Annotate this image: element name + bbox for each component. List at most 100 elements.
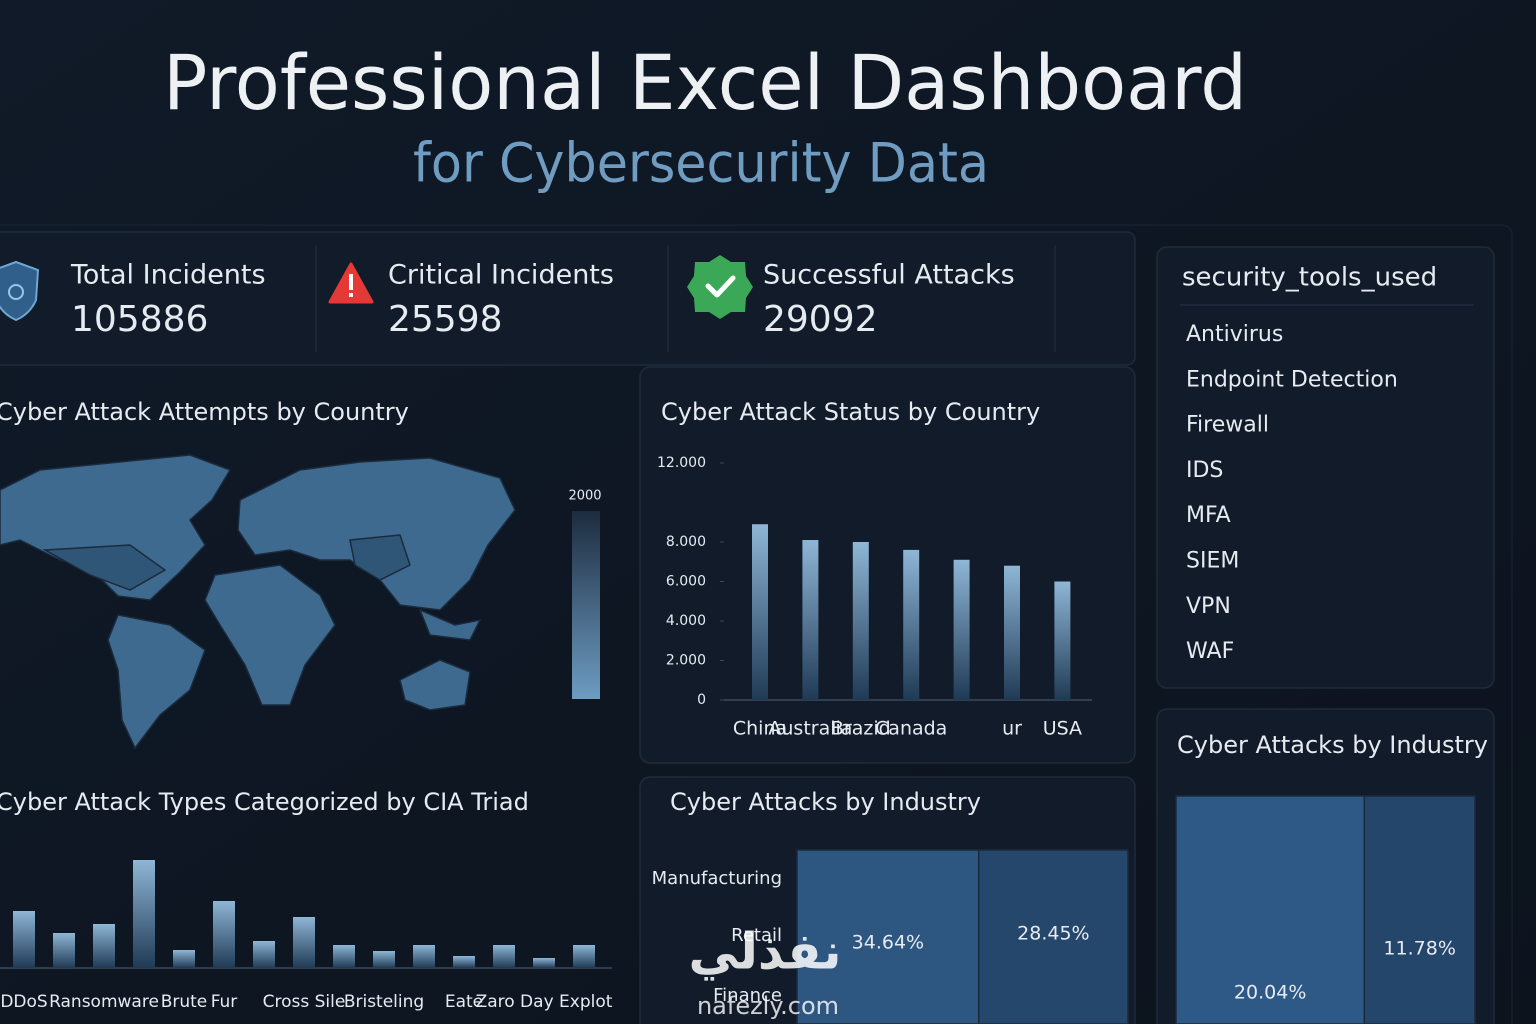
bar — [333, 945, 355, 968]
bar — [293, 917, 315, 968]
colorbar-tick-label: 2000 — [568, 489, 601, 504]
outer-frame — [0, 224, 1513, 1024]
bar — [1054, 581, 1071, 700]
warning-icon-mark — [349, 274, 353, 290]
bar — [903, 549, 920, 700]
world-map — [0, 454, 516, 750]
kpi-label: Successful Attacks — [763, 260, 1015, 291]
x-tick-label: Australia — [768, 718, 852, 740]
y-tick-label: 0 — [697, 692, 706, 708]
eurasia — [237, 457, 516, 611]
status-panel — [639, 366, 1136, 764]
x-tick-label: China — [733, 718, 787, 740]
south-america — [107, 614, 206, 750]
bar — [173, 950, 195, 968]
bar — [373, 951, 395, 968]
tools-panel — [1156, 246, 1495, 689]
x-tick-label: USA — [1043, 718, 1082, 740]
warning-icon-dot — [349, 293, 353, 297]
bar — [413, 945, 435, 968]
tool-item: Firewall — [1186, 413, 1269, 438]
tools-title: security_tools_used — [1182, 263, 1437, 293]
tool-item: VPN — [1186, 594, 1231, 619]
y-tick-label: 4.000 — [666, 613, 706, 629]
y-tick-label: 6.000 — [666, 574, 706, 590]
watermark-arabic: نفذلي — [688, 923, 841, 981]
bar — [133, 860, 155, 968]
bar — [213, 901, 235, 968]
x-tick-label: ur — [1002, 718, 1022, 740]
y-tick-label: 8.000 — [666, 534, 706, 550]
chart-title: Cyber Attack Status by Country — [661, 398, 1040, 426]
bar — [453, 956, 475, 968]
usa-region — [42, 544, 167, 591]
bar — [493, 945, 515, 968]
check-badge — [687, 255, 753, 319]
bar — [13, 911, 35, 968]
x-tick-label: Eate — [445, 992, 483, 1012]
bar — [573, 945, 595, 968]
x-tick-label: DDoS — [0, 992, 47, 1012]
tool-item: Antivirus — [1186, 322, 1283, 347]
colorbar — [572, 511, 600, 699]
row-label: Finance — [713, 985, 782, 1006]
australia — [399, 659, 471, 711]
x-tick-label: Bristeling — [344, 992, 424, 1012]
watermark-latin: nafezly.com — [697, 992, 839, 1020]
treemap-tile — [796, 849, 980, 1024]
x-tick-label: Canada — [875, 718, 947, 740]
north-america — [0, 454, 232, 601]
kpi-value: 29092 — [763, 299, 878, 340]
bar — [752, 524, 768, 700]
page-title: Professional Excel Dashboard — [163, 38, 1247, 127]
row-label: Manufacturing — [652, 868, 782, 889]
kpi-strip — [0, 231, 1136, 366]
charts: Cyber Attack Attempts by Country 2000 Cybe… — [0, 398, 1488, 1024]
bar — [253, 941, 275, 968]
bar — [53, 933, 75, 968]
chart-title: Cyber Attack Types Categorized by CIA Tr… — [0, 788, 529, 816]
kpi-label: Critical Incidents — [388, 260, 614, 291]
tool-item: IDS — [1186, 458, 1223, 483]
check-mark — [705, 275, 736, 298]
indonesia — [418, 608, 482, 641]
y-tick-label: 12.000 — [657, 455, 706, 471]
bar — [1004, 565, 1020, 700]
kpi-label: Total Incidents — [70, 260, 266, 291]
kpi-value: 25598 — [388, 299, 503, 340]
x-tick-label: Brazid — [831, 718, 891, 740]
tile-label: 20.04% — [1234, 982, 1306, 1004]
bar — [852, 542, 869, 700]
page-subtitle: for Cybersecurity Data — [413, 132, 989, 195]
bar — [533, 958, 555, 968]
x-tick-label: Zaro Day Explot — [476, 992, 613, 1012]
tile-label: 11.78% — [1383, 938, 1455, 960]
x-tick-label: Brute — [161, 992, 208, 1012]
chart-title: Cyber Attacks by Industry — [670, 788, 981, 816]
bar — [802, 540, 819, 700]
tool-item: SIEM — [1186, 549, 1239, 574]
y-tick-label: 2.000 — [666, 653, 706, 669]
tile-label: 28.45% — [1017, 923, 1089, 945]
shield-icon — [0, 260, 40, 322]
tool-item: WAF — [1186, 639, 1234, 664]
x-tick-label: Cross Sile — [263, 992, 346, 1012]
tile-label: 34.64% — [852, 932, 924, 954]
africa — [204, 564, 336, 706]
kpi-group: Total Incidents 105886 Critical Incidents 2… — [70, 260, 1015, 341]
bar — [953, 559, 970, 700]
kpi-value: 105886 — [71, 299, 208, 340]
tool-item: MFA — [1186, 503, 1231, 528]
treemap-tile — [1363, 795, 1476, 1024]
tools-list: Antivirus Endpoint Detection Firewall IDS MF… — [1186, 322, 1398, 664]
x-tick-label: Fur — [211, 992, 238, 1012]
chart-title: Cyber Attack Attempts by Country — [0, 398, 409, 426]
bar — [93, 924, 115, 968]
shield-icon-detail — [8, 284, 24, 300]
x-tick-label: Ransomware — [49, 992, 159, 1012]
chart-title: Cyber Attacks by Industry — [1177, 731, 1488, 759]
treemap-tile — [1175, 795, 1366, 1024]
china-region — [349, 534, 411, 581]
tool-item: Endpoint Detection — [1186, 367, 1398, 392]
row-label: Retail — [731, 925, 782, 946]
